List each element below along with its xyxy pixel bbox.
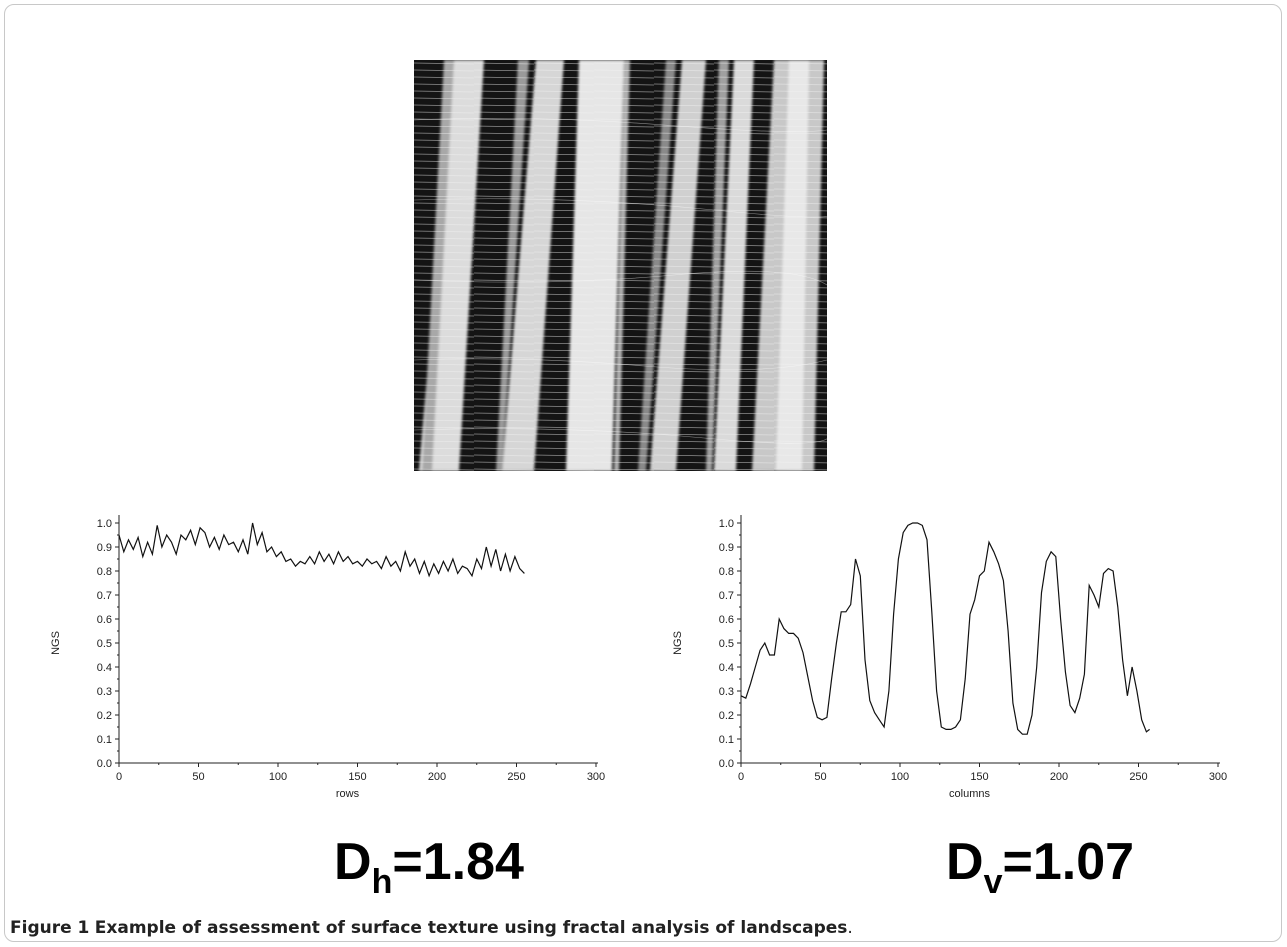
series-line: [740, 522, 1150, 735]
y-tick-label: 0.6: [719, 614, 734, 626]
y-tick-label: 0.1: [97, 734, 112, 746]
y-tick-label: 0.2: [719, 710, 734, 722]
figure-caption: Figure 1 Example of assessment of surfac…: [10, 918, 853, 938]
fractal-dimension-vertical: Dv=1.07: [946, 836, 1134, 899]
dim-value: =1.84: [392, 833, 524, 891]
y-axis-label: NGS: [672, 631, 684, 655]
caption-end: .: [847, 918, 853, 938]
y-tick-label: 1.0: [97, 518, 112, 530]
x-tick-label: 300: [1209, 771, 1227, 783]
dim-subscript: v: [983, 863, 1003, 901]
caption-label: Figure 1: [10, 918, 90, 938]
dim-base: D: [334, 833, 372, 891]
y-tick-label: 0.7: [719, 590, 734, 602]
plot-area: 0.0 0.1 0.2 0.3 0.4 0.5 0.6 0.7 0.8 0.9 1.0 0 50 100 1…: [672, 515, 1227, 800]
caption-text: Example of assessment of surface texture…: [94, 918, 848, 938]
y-tick-label: 0.4: [97, 662, 112, 674]
y-tick-label: 0.7: [97, 590, 112, 602]
y-tick-label: 1.0: [719, 518, 734, 530]
x-axis-label: rows: [336, 788, 360, 800]
y-tick-label: 0.0: [719, 758, 734, 770]
y-tick-label: 0.5: [97, 638, 112, 650]
y-axis-label: NGS: [50, 631, 62, 655]
x-tick-label: 100: [891, 771, 909, 783]
dim-base: D: [946, 833, 984, 891]
y-tick-label: 0.6: [97, 614, 112, 626]
x-tick-label: 50: [814, 771, 826, 783]
dim-value: =1.07: [1002, 833, 1135, 891]
x-axis-label: columns: [949, 788, 990, 800]
chart-vertical-profile: 0.0 0.1 0.2 0.3 0.4 0.5 0.6 0.7 0.8 0.9 1.0 0 50 100 1…: [672, 515, 1227, 800]
series-line: [118, 522, 525, 578]
x-tick-label: 0: [116, 771, 122, 783]
x-tick-label: 150: [348, 771, 366, 783]
x-tick-label: 50: [192, 771, 204, 783]
y-tick-label: 0.0: [97, 758, 112, 770]
y-tick-label: 0.5: [719, 638, 734, 650]
x-tick-label: 300: [587, 771, 605, 783]
y-tick-label: 0.9: [719, 542, 734, 554]
surface-texture-image: [414, 60, 827, 471]
y-tick-label: 0.4: [719, 662, 734, 674]
y-tick-label: 0.9: [97, 542, 112, 554]
chart-horizontal-profile: 0.0 0.1 0.2 0.3 0.4 0.5 0.6 0.7 0.8 0.9 1.0 0 50 100 1…: [50, 515, 605, 800]
plot-area: 0.0 0.1 0.2 0.3 0.4 0.5 0.6 0.7 0.8 0.9 1.0 0 50 100 1…: [50, 515, 605, 800]
y-tick-label: 0.3: [97, 686, 112, 698]
x-tick-label: 200: [428, 771, 446, 783]
y-tick-label: 0.8: [97, 566, 112, 578]
y-tick-label: 0.8: [719, 566, 734, 578]
x-tick-label: 150: [970, 771, 988, 783]
y-tick-label: 0.2: [97, 710, 112, 722]
x-tick-label: 250: [507, 771, 525, 783]
dim-subscript: h: [371, 863, 393, 901]
y-tick-label: 0.3: [719, 686, 734, 698]
x-tick-label: 200: [1050, 771, 1068, 783]
x-tick-label: 0: [738, 771, 744, 783]
fractal-dimension-horizontal: Dh=1.84: [334, 836, 524, 899]
x-tick-label: 100: [269, 771, 287, 783]
y-tick-label: 0.1: [719, 734, 734, 746]
figure-frame: [4, 4, 1282, 942]
x-tick-label: 250: [1129, 771, 1147, 783]
